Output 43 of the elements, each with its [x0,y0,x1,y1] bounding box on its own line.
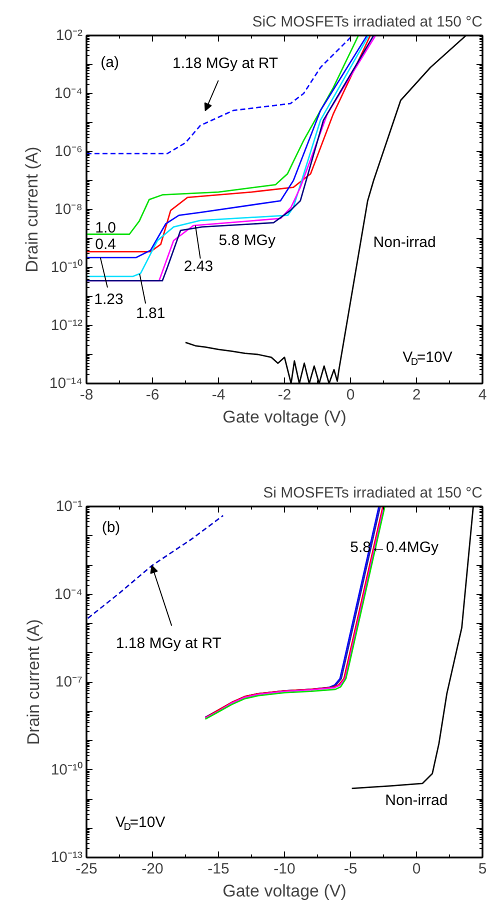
annotation: (b) [102,519,120,536]
y-tick-label: 10⁻⁶ [54,143,82,160]
annotation: 1.18 MGy at RT [116,635,222,652]
x-axis-title: Gate voltage (V) [222,882,346,900]
chart-title: SiC MOSFETs irradiated at 150 °C [252,14,483,30]
x-tick-label: 0 [412,860,421,878]
y-tick-label: 10⁻¹² [50,317,83,334]
x-tick-label: -5 [344,860,358,878]
y-tick-label: 10⁻¹ [56,498,83,515]
x-tick-label: -15 [208,860,230,878]
x-tick-label: 5 [478,860,487,878]
y-tick-label: 10⁻¹⁰ [50,259,83,276]
y-tick-label: 10⁻¹⁰ [50,761,83,778]
x-tick-label: 4 [478,386,487,404]
line-series [87,514,224,620]
annotation: 1.23 [94,291,124,308]
x-tick-label: 2 [412,386,421,404]
y-tick-label: 10⁻⁴ [54,85,83,102]
annotation: Non-irrad [373,234,436,252]
x-axis-title: Gate voltage (V) [222,408,346,426]
y-tick-label: 10⁻¹⁴ [49,375,82,392]
annotation: 5.8 MGy [218,232,276,249]
annotation: (a) [100,54,119,72]
annotation: 0.4 [95,236,116,253]
y-tick-label: 10⁻⁷ [55,674,83,690]
annotation: Non-irrad [385,792,448,809]
x-tick-label: -10 [274,860,296,878]
x-tick-label: -2 [278,386,292,404]
x-tick-label: -4 [212,386,226,404]
x-tick-label: -8 [80,386,94,404]
x-tick-label: -6 [146,386,160,404]
y-tick-label: 10⁻⁸ [54,201,83,218]
annotation: 1.0 [95,219,116,236]
y-axis-title: Drain current (A) [22,146,42,272]
annotation: 1.18 MGy at RT [172,55,278,72]
x-tick-label: -20 [142,860,164,878]
y-tick-label: 10⁻² [56,27,83,44]
annotation: 1.81 [136,305,166,322]
y-axis-title: Drain current (A) [24,619,43,745]
annotation: 2.43 [184,258,214,276]
chart-title: Si MOSFETs irradiated at 150 °C [263,484,483,502]
y-tick-label: 10⁻⁴ [54,586,83,603]
x-tick-label: 0 [346,386,355,404]
